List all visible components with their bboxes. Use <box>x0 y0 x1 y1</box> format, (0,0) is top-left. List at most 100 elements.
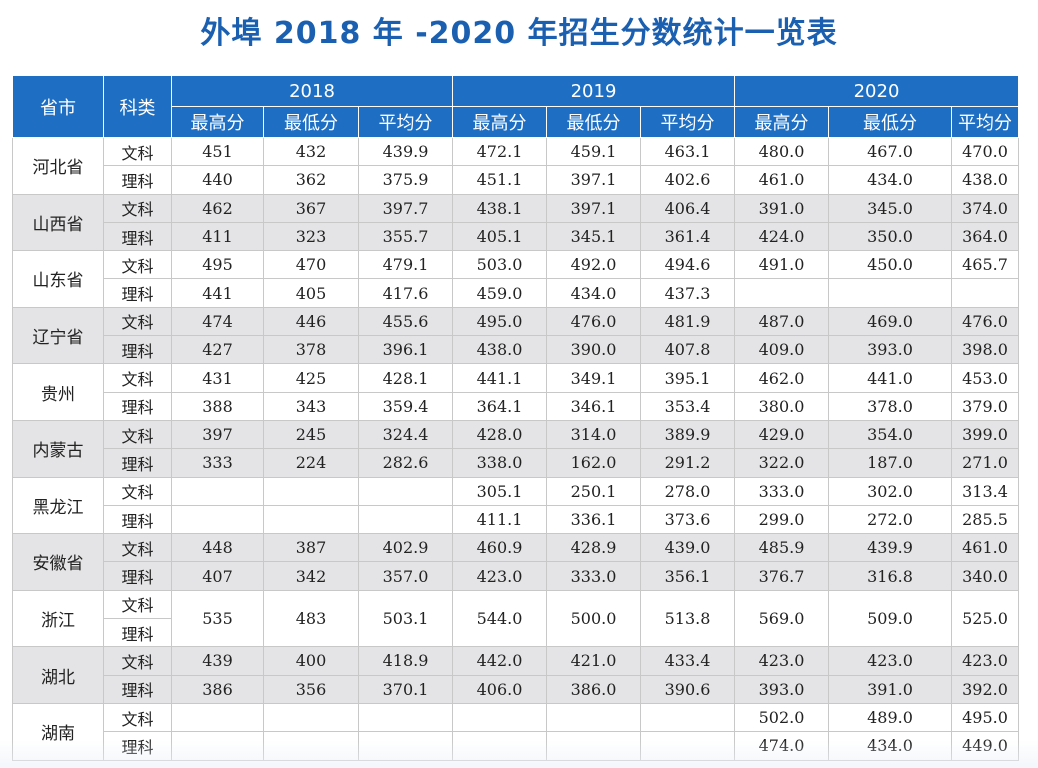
score-cell: 434.0 <box>828 165 952 195</box>
score-cell: 345.0 <box>828 193 952 223</box>
score-cell: 417.6 <box>358 278 453 308</box>
table-row: 安徽省 文科 448 387 402.9 460.9 428.9 439.0 485.9 439.… <box>12 533 1019 591</box>
score-cell: 391.0 <box>734 193 829 223</box>
score-cell: 187.0 <box>828 448 952 478</box>
score-cell: 389.9 <box>640 419 735 450</box>
score-cell: 494.6 <box>640 250 735 280</box>
score-cell: 487.0 <box>734 306 829 337</box>
score-cell: 411.1 <box>452 504 547 535</box>
score-cell <box>951 278 1019 308</box>
score-cell: 162.0 <box>546 448 641 478</box>
score-cell: 397.1 <box>546 165 641 195</box>
score-cell: 340.0 <box>951 561 1019 591</box>
score-cell: 459.1 <box>546 136 641 167</box>
table-row: 理科 333 224 282.6 338.0 162.0 291.2 322.0 187.0 27… <box>13 448 1019 478</box>
score-cell: 333.0 <box>546 561 641 591</box>
province-cell: 山西省 <box>12 193 104 252</box>
page-title: 外埠 2018 年 -2020 年招生分数统计一览表 <box>200 16 838 51</box>
score-cell: 285.5 <box>951 504 1019 535</box>
score-cell: 386 <box>171 674 264 704</box>
table-row: 内蒙古 文科 397 245 324.4 428.0 314.0 389.9 429.0 354.… <box>12 419 1019 478</box>
table-row: 山西省 文科 462 367 397.7 438.1 397.1 406.4 391.0 345.… <box>12 193 1019 252</box>
score-cell: 495 <box>171 250 264 280</box>
score-cell: 425 <box>263 363 359 393</box>
score-cell: 397 <box>171 419 264 450</box>
score-cell: 439.9 <box>358 136 453 167</box>
score-cell: 480.0 <box>734 136 829 167</box>
score-cell: 440 <box>171 165 264 195</box>
score-cell: 438.0 <box>951 165 1019 195</box>
score-cell: 345.1 <box>546 221 641 252</box>
score-cell: 431 <box>171 363 264 393</box>
score-cell: 439.0 <box>640 533 735 563</box>
score-cell: 544.0 <box>452 589 547 648</box>
score-cell <box>640 702 735 733</box>
score-cell: 453.0 <box>951 363 1019 393</box>
table-row: 理科 474.0 434.0 449.0 <box>13 731 1019 761</box>
header-avg: 平均分 <box>951 106 1019 138</box>
score-cell: 406.4 <box>640 193 735 223</box>
score-cell: 391.0 <box>828 674 952 704</box>
score-cell: 502.0 <box>734 702 829 733</box>
score-cell: 479.1 <box>358 250 453 280</box>
score-cell: 513.8 <box>640 589 735 648</box>
category-cell: 理科 <box>103 448 172 478</box>
score-cell <box>171 731 264 761</box>
score-cell: 386.0 <box>546 674 641 704</box>
score-cell <box>546 702 641 733</box>
category-cell: 理科 <box>103 504 172 535</box>
score-cell: 250.1 <box>546 476 641 506</box>
table-row: 山东省 文科 495 470 479.1 503.0 492.0 494.6 491.0 450.… <box>12 250 1019 308</box>
header-province: 省市 <box>12 75 104 138</box>
score-cell <box>546 731 641 761</box>
score-cell: 343 <box>263 391 359 421</box>
header-max: 最高分 <box>452 106 547 138</box>
score-cell: 324.4 <box>358 419 453 450</box>
header-avg: 平均分 <box>640 106 735 138</box>
score-cell: 350.0 <box>828 221 952 252</box>
score-cell: 302.0 <box>828 476 952 506</box>
score-cell: 429.0 <box>734 419 829 450</box>
score-cell: 355.7 <box>358 221 453 252</box>
score-cell: 356 <box>263 674 359 704</box>
category-cell: 文科 <box>103 306 172 337</box>
category-cell: 文科 <box>103 136 172 167</box>
category-cell: 理科 <box>103 391 172 421</box>
score-cell: 333 <box>171 448 264 478</box>
score-cell: 428.9 <box>546 533 641 563</box>
score-cell: 356.1 <box>640 561 735 591</box>
score-cell: 421.0 <box>546 646 641 676</box>
score-cell <box>358 731 453 761</box>
score-cell: 409.0 <box>734 335 829 365</box>
score-cell: 390.6 <box>640 674 735 704</box>
province-cell: 辽宁省 <box>12 306 104 365</box>
category-cell: 理科 <box>103 221 172 252</box>
score-cell: 525.0 <box>951 589 1019 648</box>
score-cell: 354.0 <box>828 419 952 450</box>
score-cell: 474 <box>171 306 264 337</box>
score-cell: 393.0 <box>734 674 829 704</box>
score-cell: 338.0 <box>452 448 547 478</box>
category-cell: 文科 <box>103 533 172 563</box>
score-cell: 423.0 <box>828 646 952 676</box>
score-cell: 305.1 <box>452 476 547 506</box>
score-cell: 357.0 <box>358 561 453 591</box>
province-cell: 内蒙古 <box>12 419 104 478</box>
score-cell: 509.0 <box>828 589 952 648</box>
score-cell: 336.1 <box>546 504 641 535</box>
header-min: 最低分 <box>263 106 359 138</box>
table-row: 理科 <box>13 618 1019 648</box>
score-cell <box>734 278 829 308</box>
category-cell: 文科 <box>103 250 172 280</box>
province-cell: 贵州 <box>12 363 104 421</box>
score-cell: 272.0 <box>828 504 952 535</box>
category-cell: 理科 <box>103 674 172 704</box>
score-table: 省市 科类 2018 2019 2020 最高分 最低分 平均分 最高分 最低分… <box>12 75 1019 761</box>
table-row: 贵州 文科 431 425 428.1 441.1 349.1 395.1 462.0 441.0… <box>12 363 1019 421</box>
score-cell: 346.1 <box>546 391 641 421</box>
score-cell <box>358 476 453 506</box>
province-cell: 黑龙江 <box>12 476 104 535</box>
score-cell <box>828 278 952 308</box>
score-cell: 291.2 <box>640 448 735 478</box>
table-row: 黑龙江 文科 305.1 250.1 278.0 333.0 302.0 313.4 <box>12 476 1019 535</box>
